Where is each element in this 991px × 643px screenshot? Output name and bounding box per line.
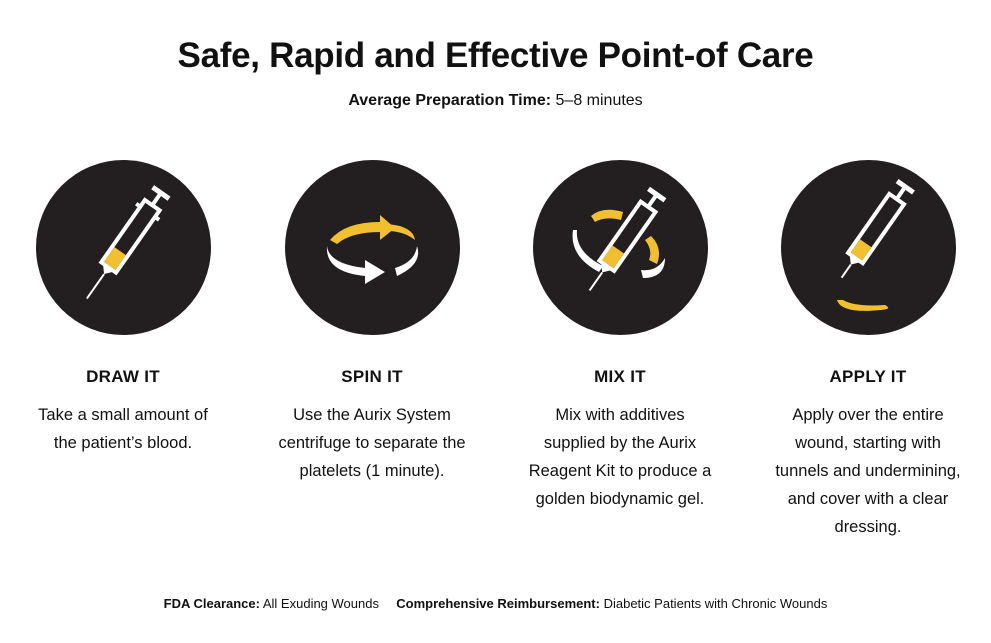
step-apply: APPLY IT Apply over the entire wound, st… bbox=[768, 160, 968, 541]
step-apply-description: Apply over the entire wound, starting wi… bbox=[775, 406, 961, 536]
step-mix-title: MIX IT bbox=[594, 367, 646, 386]
step-draw-description: Take a small amount of the patient’s blo… bbox=[38, 406, 208, 452]
step-apply-circle bbox=[780, 160, 956, 335]
reimbursement-label: Comprehensive Reimbursement: bbox=[396, 596, 600, 611]
step-draw-title: DRAW IT bbox=[86, 367, 160, 386]
preparation-time: Average Preparation Time: 5–8 minutes bbox=[0, 92, 991, 110]
reimbursement-value: Diabetic Patients with Chronic Wounds bbox=[603, 596, 828, 611]
footer: FDA Clearance: All Exuding Wounds Compre… bbox=[0, 596, 991, 611]
step-spin-title: SPIN IT bbox=[341, 367, 403, 386]
step-apply-title: APPLY IT bbox=[829, 367, 907, 386]
fda-clearance-value: All Exuding Wounds bbox=[262, 596, 379, 611]
step-mix-description: Mix with additives supplied by the Aurix… bbox=[528, 406, 712, 508]
steps-row: DRAW IT Take a small amount of the patie… bbox=[0, 160, 991, 580]
spin-arrows-icon bbox=[326, 215, 418, 284]
preparation-time-label: Average Preparation Time: bbox=[348, 92, 552, 109]
syringe-apply-icon bbox=[836, 178, 915, 311]
step-spin-description: Use the Aurix System centrifuge to separ… bbox=[278, 406, 466, 480]
step-draw: DRAW IT Take a small amount of the patie… bbox=[23, 160, 223, 457]
page-title: Safe, Rapid and Effective Point-of Care bbox=[177, 36, 814, 75]
step-spin-circle bbox=[284, 160, 460, 335]
fda-clearance-label: FDA Clearance: bbox=[163, 596, 260, 611]
step-mix-circle bbox=[532, 160, 708, 335]
preparation-time-value: 5–8 minutes bbox=[555, 92, 643, 109]
syringe-mix-icon bbox=[572, 186, 666, 291]
step-mix: MIX IT Mix with additives supplied by th… bbox=[520, 160, 720, 513]
syringe-icon bbox=[85, 185, 170, 300]
step-draw-circle bbox=[35, 160, 211, 335]
step-spin: SPIN IT Use the Aurix System centrifuge … bbox=[272, 160, 472, 485]
